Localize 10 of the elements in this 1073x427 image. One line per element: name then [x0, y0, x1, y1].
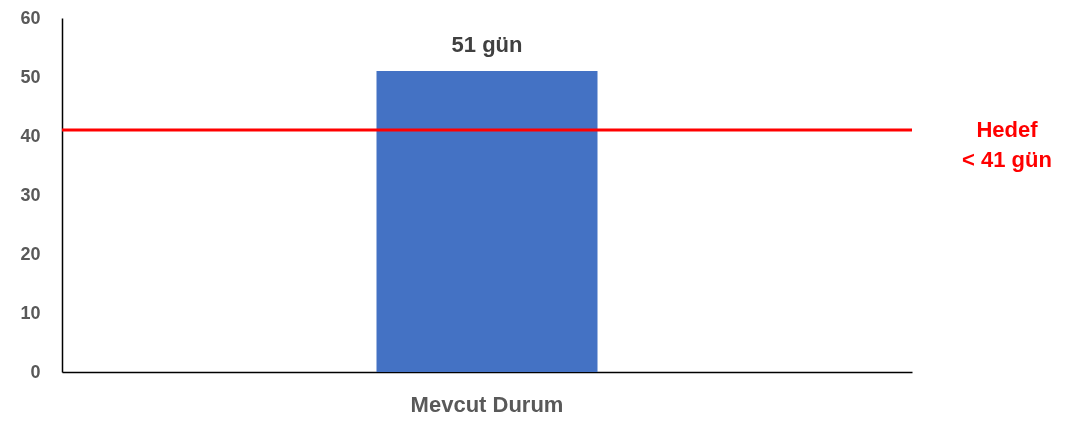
data-label: 51 gün [451, 32, 523, 58]
y-tick-label: 10 [20, 302, 41, 323]
y-tick-label: 0 [30, 361, 41, 382]
ref-line-label: Hedef < 41 gün [962, 117, 1052, 173]
y-tick-label: 50 [20, 66, 41, 87]
y-tick-label: 60 [20, 7, 41, 28]
y-tick-label: 30 [20, 184, 41, 205]
y-tick-label: 20 [20, 243, 41, 264]
y-tick-label: 40 [20, 125, 41, 146]
x-tick-label: Mevcut Durum [410, 391, 564, 417]
